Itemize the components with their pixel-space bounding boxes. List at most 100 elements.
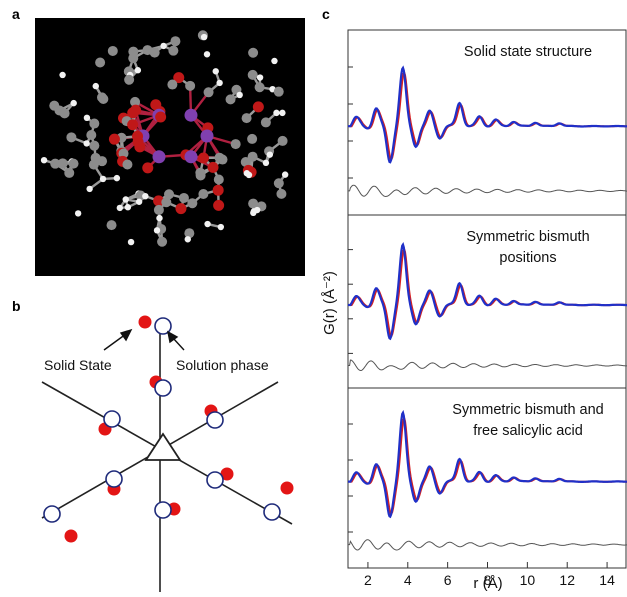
solution-phase-circle xyxy=(207,412,223,428)
atom-h xyxy=(263,160,269,166)
atom-h xyxy=(93,83,99,89)
atom-c xyxy=(124,75,134,85)
x-tick-label: 6 xyxy=(444,572,452,588)
chart-panel-title: Symmetric bismuth and xyxy=(452,402,604,418)
atom-bi xyxy=(185,109,198,122)
atom-o xyxy=(253,101,264,112)
threefold-axis-triangle xyxy=(146,434,180,460)
atom-h xyxy=(128,239,134,245)
atom-c xyxy=(196,170,206,180)
atom-h xyxy=(273,110,279,116)
x-tick-label: 14 xyxy=(599,572,615,588)
atom-h xyxy=(246,172,252,178)
atom-c xyxy=(66,132,76,142)
x-tick-label: 10 xyxy=(520,572,536,588)
atom-c xyxy=(107,220,117,230)
molecular-structure-image xyxy=(35,18,305,276)
atom-h xyxy=(201,34,207,40)
difference-curve xyxy=(348,540,627,550)
atom-h xyxy=(70,100,76,106)
atom-h xyxy=(135,67,141,73)
solution-phase-circle xyxy=(155,502,171,518)
x-axis-label: r (Å) xyxy=(473,575,502,592)
atom-c xyxy=(179,193,189,203)
atom-h xyxy=(86,186,92,192)
atom-h xyxy=(59,72,65,78)
symmetry-schematic: Solid State Solution phase xyxy=(0,296,320,592)
atom-h xyxy=(125,204,131,210)
atom-c xyxy=(154,205,164,215)
atom-h xyxy=(142,193,148,199)
atom-c xyxy=(86,130,96,140)
atom-c xyxy=(248,48,258,58)
atom-c xyxy=(64,168,74,178)
atom-h xyxy=(282,171,288,177)
solution-phase-circle xyxy=(207,472,223,488)
calculated-curve xyxy=(348,245,627,339)
atom-h xyxy=(257,74,263,80)
solution-phase-circle xyxy=(104,411,120,427)
atom-c xyxy=(170,36,180,46)
atom-bi xyxy=(185,150,198,163)
solution-phase-circle xyxy=(106,471,122,487)
solid-state-dot xyxy=(65,530,78,543)
solid-state-dot xyxy=(281,482,294,495)
atom-h xyxy=(279,110,285,116)
atom-c xyxy=(204,87,214,97)
molecule-render xyxy=(35,18,305,276)
atom-h xyxy=(160,43,166,49)
atom-c xyxy=(50,159,60,169)
atom-h xyxy=(123,196,129,202)
atom-o xyxy=(134,141,145,152)
atom-c xyxy=(231,139,241,149)
atom-o xyxy=(127,119,138,130)
atom-c xyxy=(255,82,265,92)
solid-state-label: Solid State xyxy=(44,357,112,373)
atom-h xyxy=(100,176,106,182)
solution-phase-label: Solution phase xyxy=(176,357,269,373)
atom-o xyxy=(213,185,224,196)
atom-c xyxy=(261,117,271,127)
atom-c xyxy=(276,189,286,199)
solid-state-dot xyxy=(139,316,152,329)
atom-h xyxy=(250,210,256,216)
atom-c xyxy=(108,46,118,56)
atom-c xyxy=(274,87,284,97)
experimental-curve xyxy=(349,249,627,336)
atom-o xyxy=(213,200,224,211)
solution-phase-arrow xyxy=(173,338,184,350)
atom-h xyxy=(218,224,224,230)
atom-c xyxy=(168,46,178,56)
difference-curve xyxy=(348,360,627,371)
x-tick-label: 12 xyxy=(559,572,575,588)
atom-c xyxy=(150,48,160,58)
atom-c xyxy=(248,70,258,80)
chart-panel: Symmetric bismuth and free salicylic acid xyxy=(348,388,627,568)
chart-panel: Solid state structure xyxy=(348,30,627,215)
atom-bi xyxy=(201,130,214,143)
atom-c xyxy=(122,160,132,170)
atom-c xyxy=(278,136,288,146)
solution-phase-circle xyxy=(264,504,280,520)
atom-c xyxy=(185,81,195,91)
atom-c xyxy=(218,155,228,165)
atom-o xyxy=(175,203,186,214)
chart-panel-title: positions xyxy=(499,250,556,266)
atom-o xyxy=(142,162,153,173)
y-axis-label: G(r) (Å⁻²) xyxy=(321,271,338,335)
chart-panel-title: free salicylic acid xyxy=(473,423,583,439)
solid-state-positions xyxy=(65,316,294,543)
atom-c xyxy=(89,119,99,129)
atom-c xyxy=(95,57,105,67)
solution-phase-positions xyxy=(44,318,280,522)
atom-c xyxy=(247,134,257,144)
solid-state-arrowhead xyxy=(121,330,131,340)
atom-c xyxy=(60,108,70,118)
atom-o xyxy=(208,162,219,173)
atom-h xyxy=(83,140,89,146)
atom-c xyxy=(187,198,197,208)
atom-c xyxy=(98,94,108,104)
x-tick-label: 4 xyxy=(404,572,412,588)
